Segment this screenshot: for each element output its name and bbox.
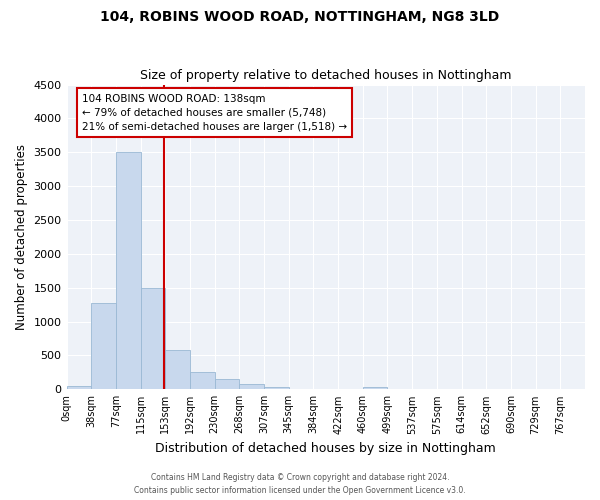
Bar	[116, 152, 140, 390]
Bar	[239, 384, 264, 390]
Bar	[215, 379, 239, 390]
Bar	[264, 388, 289, 390]
Bar	[91, 302, 116, 390]
X-axis label: Distribution of detached houses by size in Nottingham: Distribution of detached houses by size …	[155, 442, 496, 455]
Title: Size of property relative to detached houses in Nottingham: Size of property relative to detached ho…	[140, 69, 512, 82]
Bar	[190, 372, 215, 390]
Bar	[140, 288, 165, 390]
Bar	[165, 350, 190, 390]
Bar	[363, 387, 388, 390]
Text: 104, ROBINS WOOD ROAD, NOTTINGHAM, NG8 3LD: 104, ROBINS WOOD ROAD, NOTTINGHAM, NG8 3…	[100, 10, 500, 24]
Y-axis label: Number of detached properties: Number of detached properties	[15, 144, 28, 330]
Bar	[67, 386, 91, 390]
Text: 104 ROBINS WOOD ROAD: 138sqm
← 79% of detached houses are smaller (5,748)
21% of: 104 ROBINS WOOD ROAD: 138sqm ← 79% of de…	[82, 94, 347, 132]
Text: Contains HM Land Registry data © Crown copyright and database right 2024.
Contai: Contains HM Land Registry data © Crown c…	[134, 474, 466, 495]
